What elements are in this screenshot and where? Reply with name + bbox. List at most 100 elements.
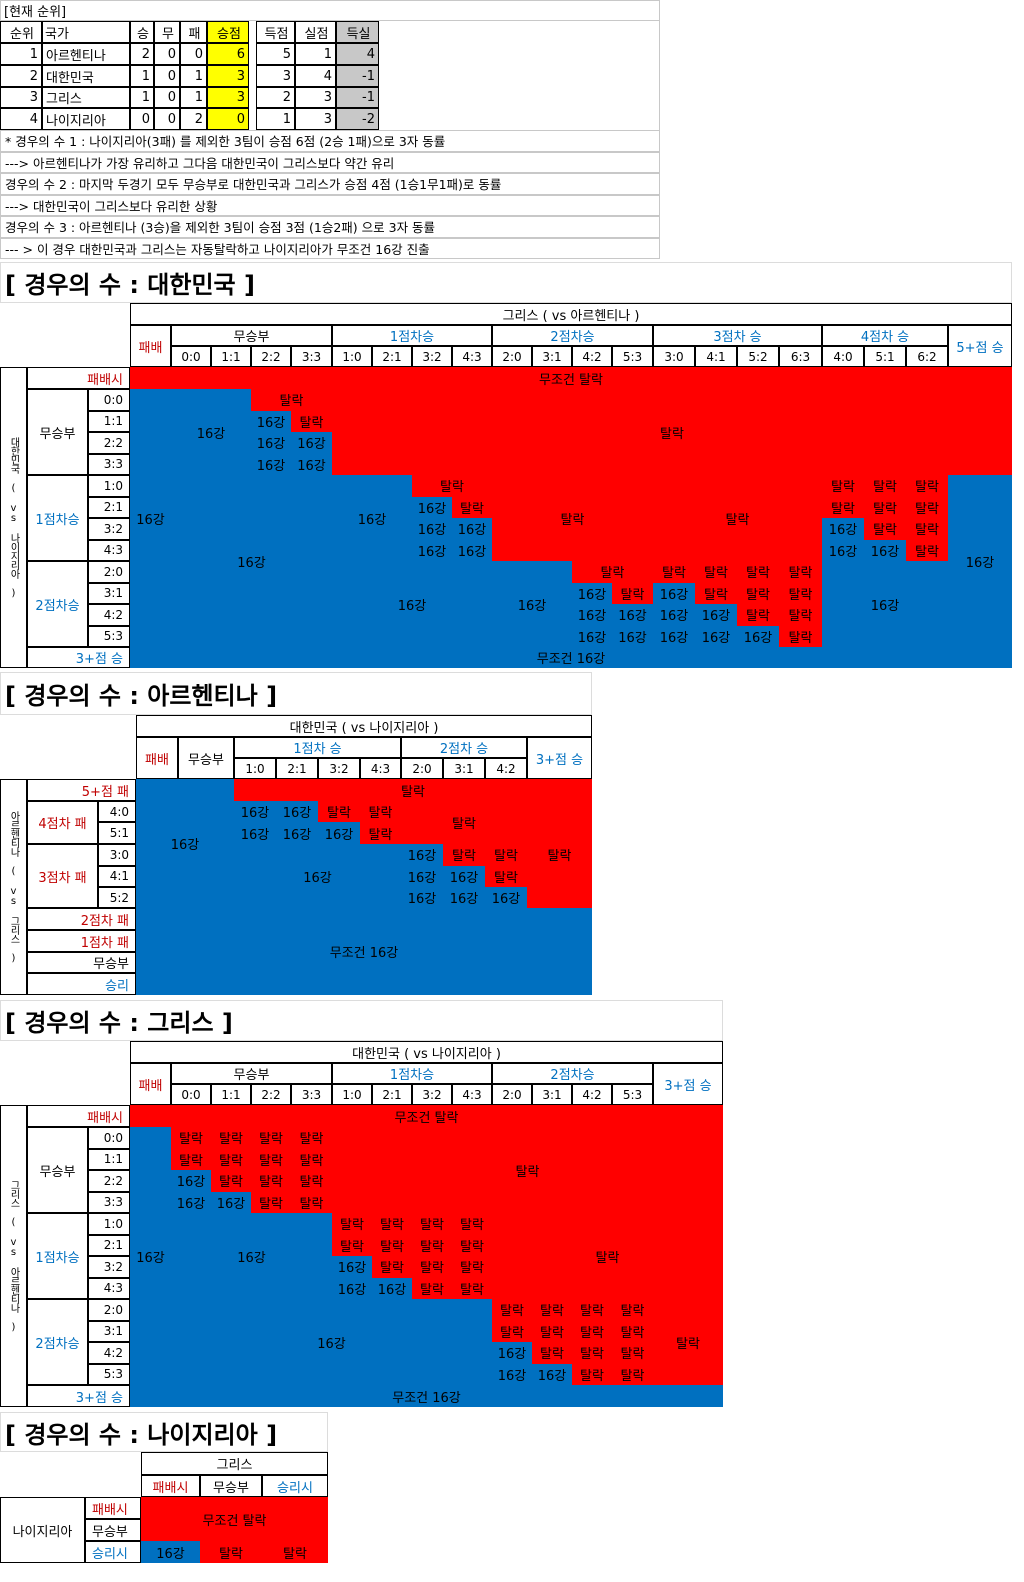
result-block: 16강 (532, 1363, 572, 1385)
result-block: 탈락 (822, 496, 864, 518)
column-score: 4:0 (822, 346, 864, 367)
column-group: 무승부 (171, 325, 332, 346)
column-header: 순위 (0, 21, 42, 43)
result-block: 16강 (211, 1191, 251, 1213)
table-cell: 1 (256, 108, 295, 130)
row-score: 2:0 (88, 561, 130, 583)
result-block: 탈락 (452, 1213, 492, 1235)
result-block: 탈락 (779, 625, 822, 647)
result-block: 탈락 (443, 844, 485, 866)
result-block: 탈락 (822, 475, 864, 497)
row-group: 2점차승 (27, 561, 88, 647)
row-group: 4점차 패 (27, 801, 98, 844)
row-score: 0:0 (88, 1127, 130, 1149)
table-cell: 2 (256, 87, 295, 108)
result-block: 탈락 (492, 1299, 532, 1321)
column-score: 3:1 (532, 1084, 572, 1105)
top-header: 그리스 (141, 1452, 328, 1475)
column-score: 0:0 (171, 1084, 211, 1105)
result-block: 16강 (234, 822, 276, 844)
result-block: 16강 (653, 625, 695, 647)
row-score: 4:3 (88, 1277, 130, 1299)
result-block: 16강 (276, 801, 318, 822)
result-block: 16강 (412, 518, 452, 540)
table-cell: 1 (180, 87, 207, 108)
note-line: ---> 아르헨티나가 가장 유리하고 그다음 대한민국이 그리스보다 약간 유… (0, 151, 660, 173)
column-score: 5:3 (612, 346, 653, 367)
result-block: 탈락 (906, 518, 948, 540)
table-cell: 1 (130, 87, 154, 108)
result-block: 탈락 (251, 1191, 291, 1213)
table-cell: 1 (180, 65, 207, 87)
row-score: 4:2 (88, 1342, 130, 1364)
result-block: 탈락 (332, 1234, 372, 1256)
result-block: 탈락 (737, 561, 779, 583)
top-header: 대한민국 ( vs 나이지리아 ) (130, 1041, 723, 1063)
column-group: 1점차승 (332, 1063, 492, 1084)
column-score: 2:1 (372, 1084, 412, 1105)
column-score: 2:0 (401, 758, 443, 779)
result-block: 탈락 (653, 561, 695, 583)
column-score: 6:2 (906, 346, 948, 367)
result-block: 탈락 (864, 475, 906, 497)
result-block: 16강 (171, 1191, 211, 1213)
result-block: 16강 (695, 625, 737, 647)
row-group: 1점차승 (27, 1213, 88, 1299)
result-block: 무조건 16강 (136, 908, 592, 995)
column-group: 3+점 승 (527, 737, 592, 779)
result-block: 탈락 (532, 1320, 572, 1342)
result-block: 탈락 (612, 1320, 653, 1342)
result-block: 탈락 (200, 1541, 262, 1563)
result-block: 탈락 (572, 1299, 612, 1321)
table-cell: 3 (207, 87, 249, 108)
row-score: 1:0 (88, 1213, 130, 1235)
column-score: 4:3 (452, 1084, 492, 1105)
column-score: 2:0 (492, 346, 532, 367)
result-block: 탈락 (612, 582, 653, 604)
column-score: 3:0 (653, 346, 695, 367)
row-group: 3+점 승 (27, 647, 130, 668)
result-block: 탈락 (211, 1170, 251, 1192)
result-block: 16강 (372, 1277, 412, 1299)
result-block: 탈락 (527, 801, 592, 908)
row-score: 3:1 (88, 1320, 130, 1342)
row-score: 3:3 (88, 1191, 130, 1213)
section-title: [ 경우의 수 : 아르헨티나 ] (0, 672, 592, 715)
table-cell: 그리스 (42, 87, 130, 108)
table-cell: 3 (256, 65, 295, 87)
result-block: 16강 (171, 1299, 492, 1385)
result-block: 탈락 (612, 1342, 653, 1364)
result-block: 16강 (401, 887, 443, 908)
row-group: 패배시 (27, 367, 130, 389)
row-group: 1점차승 (27, 475, 88, 561)
table-cell: 5 (256, 43, 295, 65)
result-block: 16강 (171, 389, 251, 475)
column-group: 3점차 승 (653, 325, 822, 346)
table-cell: 2 (130, 43, 154, 65)
side-label: 나이지리아 (0, 1497, 85, 1563)
result-block: 탈락 (906, 475, 948, 497)
result-block: 16강 (401, 844, 443, 866)
result-block: 16강 (492, 1363, 532, 1385)
row-group: 5+점 패 (27, 779, 136, 801)
result-block: 탈락 (251, 1127, 291, 1149)
note-line: 경우의 수 2 : 마지막 두경기 모두 무승부로 대한민국과 그리스가 승점 … (0, 173, 660, 195)
result-block: 16강 (443, 865, 485, 887)
result-block: 탈락 (360, 822, 401, 844)
result-block: 탈락 (492, 1320, 532, 1342)
table-cell: 3 (295, 108, 336, 130)
column-score: 1:0 (234, 758, 276, 779)
table-cell: 1 (295, 43, 336, 65)
row-group: 3+점 승 (27, 1385, 130, 1407)
result-block: 16강 (171, 1170, 211, 1192)
column-group: 무승부 (200, 1475, 262, 1497)
result-block: 탈락 (171, 1127, 211, 1149)
row-score: 4:2 (88, 604, 130, 626)
row-score: 2:1 (88, 1234, 130, 1256)
result-block: 탈락 (372, 1213, 412, 1235)
column-score: 3:3 (291, 1084, 332, 1105)
result-block: 16강 (130, 389, 171, 647)
result-block: 탈락 (572, 1342, 612, 1364)
result-block: 탈락 (332, 389, 1012, 475)
